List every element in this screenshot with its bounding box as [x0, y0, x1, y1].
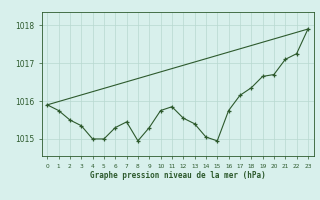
X-axis label: Graphe pression niveau de la mer (hPa): Graphe pression niveau de la mer (hPa) [90, 171, 266, 180]
